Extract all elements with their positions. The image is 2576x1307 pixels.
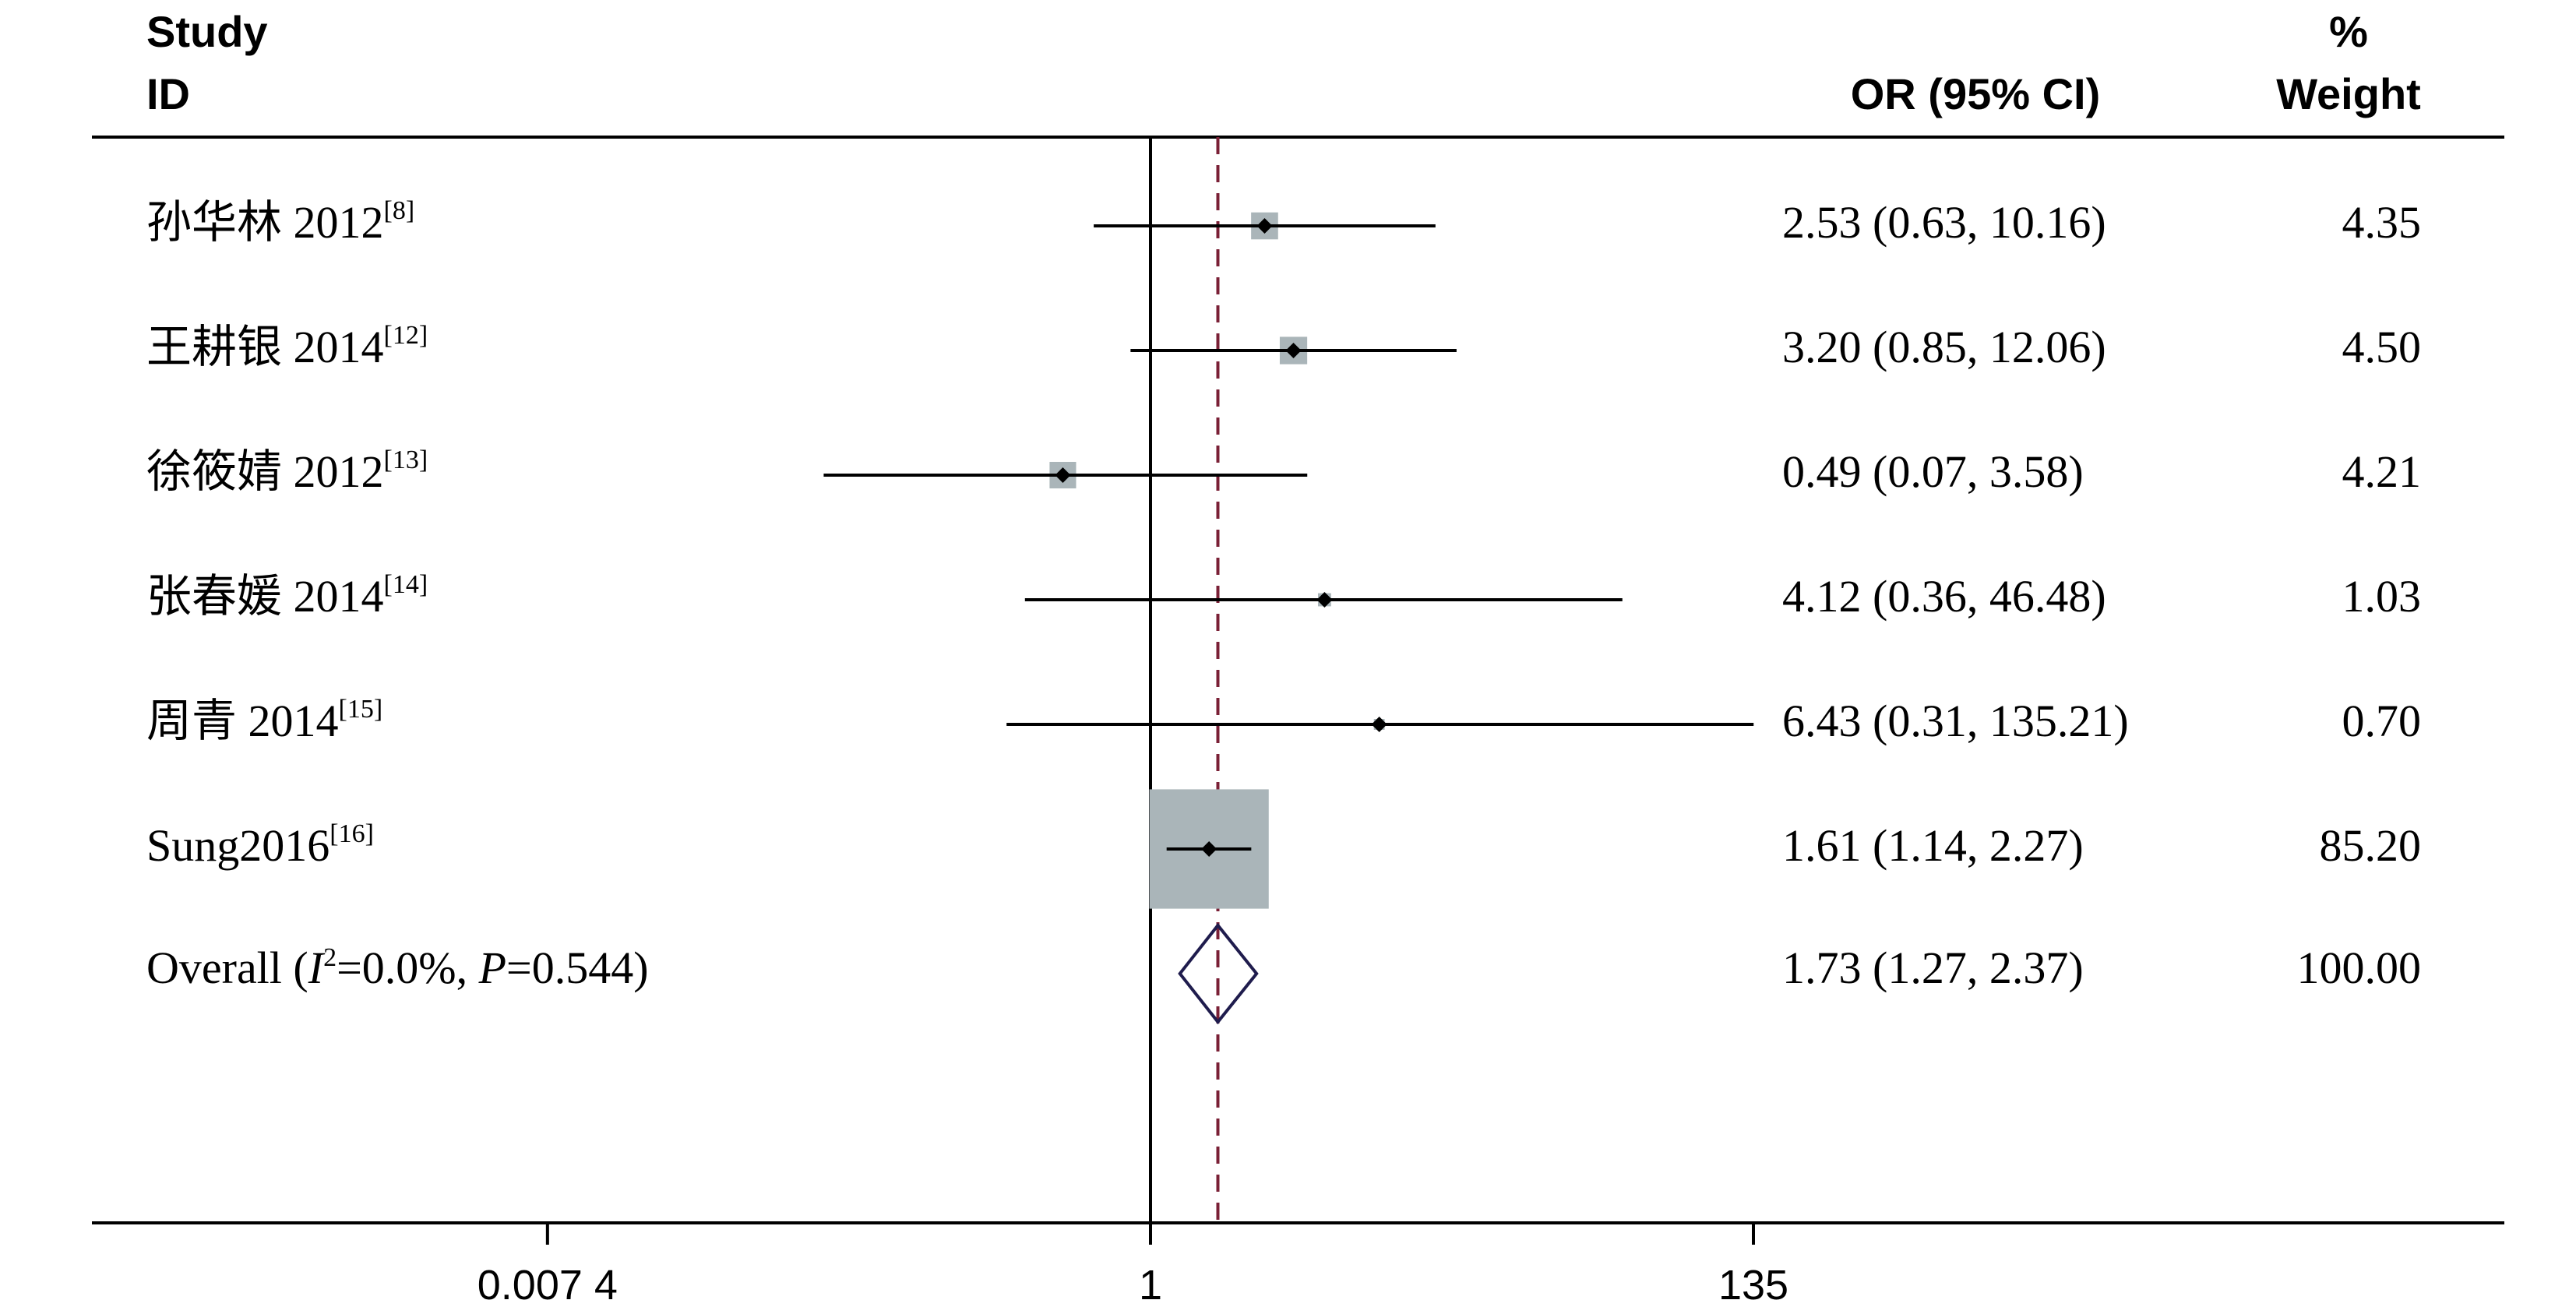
x-tick-label: 0.007 4 xyxy=(477,1262,618,1307)
study-row: 张春媛 2014[14] 4.12 (0.36, 46.48) 1.03 xyxy=(146,570,2421,622)
overall-diamond xyxy=(1178,922,1259,1025)
study-rows: 孙华林 2012[8] 2.53 (0.63, 10.16) 4.35 王耕银 201… xyxy=(146,196,2421,909)
study-row: 孙华林 2012[8] 2.53 (0.63, 10.16) 4.35 xyxy=(146,196,2421,248)
study-or-ci: 4.12 (0.36, 46.48) xyxy=(1782,571,2106,622)
weight-header-line1: % xyxy=(2329,7,2368,56)
point-estimate xyxy=(1055,467,1071,483)
study-header-line2: ID xyxy=(146,69,190,118)
study-row: Sung2016[16] 1.61 (1.14, 2.27) 85.20 xyxy=(146,789,2422,909)
study-or-ci: 3.20 (0.85, 12.06) xyxy=(1782,322,2106,372)
study-label: 孙华林 2012[8] xyxy=(146,196,414,248)
study-or-ci: 0.49 (0.07, 3.58) xyxy=(1782,446,2084,497)
point-estimate xyxy=(1201,841,1218,857)
point-estimate xyxy=(1316,592,1333,608)
x-tick-label: 1 xyxy=(1139,1262,1162,1307)
study-weight: 4.50 xyxy=(2342,322,2422,372)
study-label: 徐筱婧 2012[13] xyxy=(146,446,428,497)
study-label: 王耕银 2014[12] xyxy=(146,321,428,372)
study-or-ci: 6.43 (0.31, 135.21) xyxy=(1782,696,2129,746)
study-row: 徐筱婧 2012[13] 0.49 (0.07, 3.58) 4.21 xyxy=(146,446,2421,497)
overall-row: Overall (I2=0.0%, P=0.544) 1.73 (1.27, 2… xyxy=(146,922,2422,1025)
study-label: Sung2016[16] xyxy=(146,819,374,871)
study-weight: 85.20 xyxy=(2320,820,2422,871)
study-row: 周青 2014[15] 6.43 (0.31, 135.21) 0.70 xyxy=(146,695,2421,746)
overall-label: Overall (I2=0.0%, P=0.544) xyxy=(146,942,649,993)
weight-header-line2: Weight xyxy=(2276,69,2421,118)
x-tick-label: 135 xyxy=(1718,1262,1788,1307)
overall-weight: 100.00 xyxy=(2297,942,2422,993)
study-weight: 1.03 xyxy=(2342,571,2422,622)
point-estimate xyxy=(1371,717,1387,732)
overall-or-ci: 1.73 (1.27, 2.37) xyxy=(1782,942,2084,993)
study-weight: 0.70 xyxy=(2342,696,2422,746)
point-estimate xyxy=(1256,218,1273,234)
study-weight: 4.35 xyxy=(2342,197,2422,248)
study-header-line1: Study xyxy=(146,7,268,56)
point-estimate xyxy=(1285,343,1302,358)
header: Study ID OR (95% CI) % Weight xyxy=(146,7,2421,118)
x-axis-ticks: 0.007 4 1 135 xyxy=(477,1223,1788,1307)
study-label: 周青 2014[15] xyxy=(146,695,382,746)
study-or-ci: 1.61 (1.14, 2.27) xyxy=(1782,820,2084,871)
study-or-ci: 2.53 (0.63, 10.16) xyxy=(1782,197,2106,248)
study-row: 王耕银 2014[12] 3.20 (0.85, 12.06) 4.50 xyxy=(146,321,2421,372)
study-label: 张春媛 2014[14] xyxy=(146,570,428,622)
study-weight: 4.21 xyxy=(2342,446,2422,497)
or-ci-header: OR (95% CI) xyxy=(1851,69,2101,118)
